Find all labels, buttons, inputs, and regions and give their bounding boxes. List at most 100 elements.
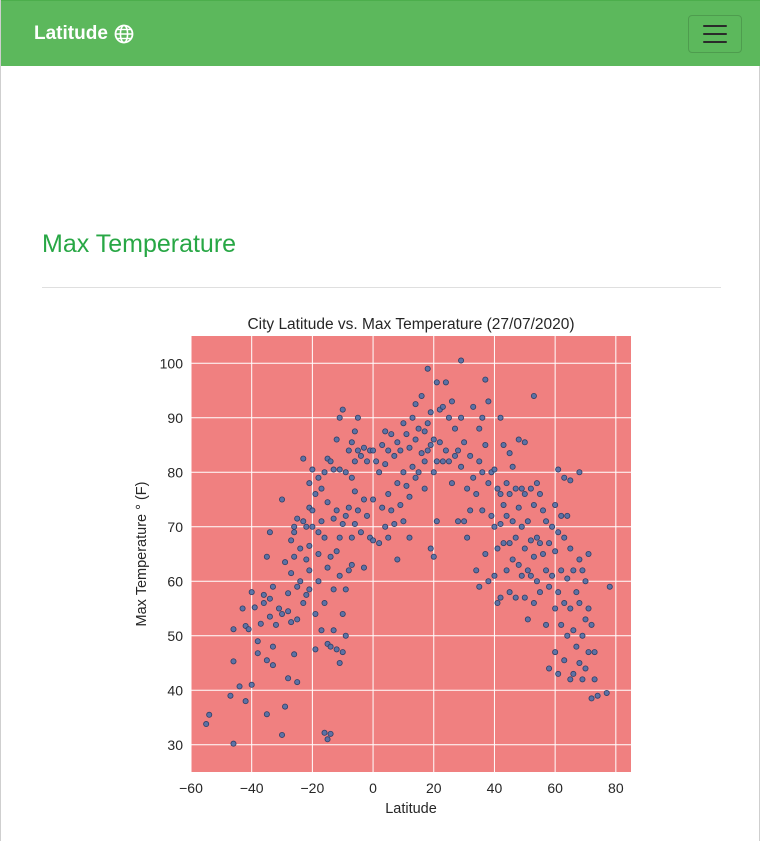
x-tick-label: 0 [369, 780, 377, 796]
data-point [506, 540, 513, 547]
data-point [415, 425, 422, 432]
data-point [288, 619, 295, 626]
data-point [521, 594, 528, 601]
hamburger-menu-icon [703, 33, 727, 35]
data-point [427, 441, 434, 448]
x-tick-label: −40 [240, 780, 264, 796]
data-point [467, 507, 474, 514]
globe-icon [114, 24, 134, 44]
data-point [306, 542, 313, 549]
data-point [533, 578, 540, 585]
data-point [585, 605, 592, 612]
plot-area [191, 336, 631, 772]
data-point [506, 450, 513, 457]
data-point [397, 447, 404, 454]
data-point [266, 613, 273, 620]
data-point [376, 469, 383, 476]
data-point [527, 572, 534, 579]
data-point [230, 658, 237, 665]
data-point [500, 441, 507, 448]
data-point [403, 431, 410, 438]
data-point [421, 458, 428, 465]
data-point [294, 515, 301, 522]
data-point [458, 357, 465, 364]
data-point [439, 458, 446, 465]
data-point [288, 570, 295, 577]
data-point [579, 632, 586, 639]
data-point [269, 662, 276, 669]
data-point [309, 507, 316, 514]
data-point [433, 518, 440, 525]
data-point [279, 731, 286, 738]
data-point [203, 721, 210, 728]
data-point [418, 392, 425, 399]
data-point [357, 452, 364, 459]
y-tick-label: 30 [167, 737, 183, 753]
data-point [394, 480, 401, 487]
data-point [576, 659, 583, 666]
data-point [288, 537, 295, 544]
data-point [291, 529, 298, 536]
data-point [512, 594, 519, 601]
navbar-toggle-button[interactable] [688, 15, 742, 53]
data-point [354, 414, 361, 421]
data-point [543, 621, 550, 628]
data-point [521, 491, 528, 498]
data-point [333, 436, 340, 443]
data-point [357, 529, 364, 536]
data-point [521, 545, 528, 552]
data-point [494, 545, 501, 552]
data-point [406, 493, 413, 500]
data-point [579, 676, 586, 683]
data-point [342, 469, 349, 476]
data-point [430, 436, 437, 443]
data-point [497, 594, 504, 601]
data-point [579, 567, 586, 574]
data-point [260, 591, 267, 598]
data-point [406, 444, 413, 451]
data-point [500, 540, 507, 547]
y-tick-label: 90 [167, 410, 183, 426]
data-point [336, 534, 343, 541]
data-point [467, 452, 474, 459]
data-point [445, 414, 452, 421]
data-point [370, 447, 377, 454]
data-point [300, 518, 307, 525]
data-point [303, 523, 310, 530]
data-point [379, 504, 386, 511]
data-point [506, 589, 513, 596]
data-point [424, 365, 431, 372]
data-point [312, 646, 319, 653]
data-point [603, 689, 610, 696]
data-point [473, 567, 480, 574]
data-point [363, 512, 370, 519]
data-point [330, 515, 337, 522]
data-point [363, 458, 370, 465]
data-point [503, 567, 510, 574]
data-point [564, 632, 571, 639]
data-point [491, 572, 498, 579]
data-point [494, 600, 501, 607]
data-point [536, 589, 543, 596]
data-point [555, 529, 562, 536]
data-point [421, 428, 428, 435]
data-point [461, 439, 468, 446]
x-axis-label: Latitude [385, 801, 437, 817]
data-point [567, 545, 574, 552]
data-point [345, 567, 352, 574]
data-point [336, 466, 343, 473]
data-point [570, 627, 577, 634]
data-point [382, 461, 389, 468]
navbar-brand[interactable]: Latitude [34, 23, 134, 45]
data-point [324, 736, 331, 743]
data-point [439, 403, 446, 410]
data-point [497, 521, 504, 528]
data-point [564, 575, 571, 582]
data-point [433, 379, 440, 386]
data-point [251, 604, 258, 611]
data-point [300, 455, 307, 462]
data-point [385, 447, 392, 454]
y-tick-label: 100 [160, 355, 184, 371]
data-point [266, 595, 273, 602]
data-point [430, 469, 437, 476]
